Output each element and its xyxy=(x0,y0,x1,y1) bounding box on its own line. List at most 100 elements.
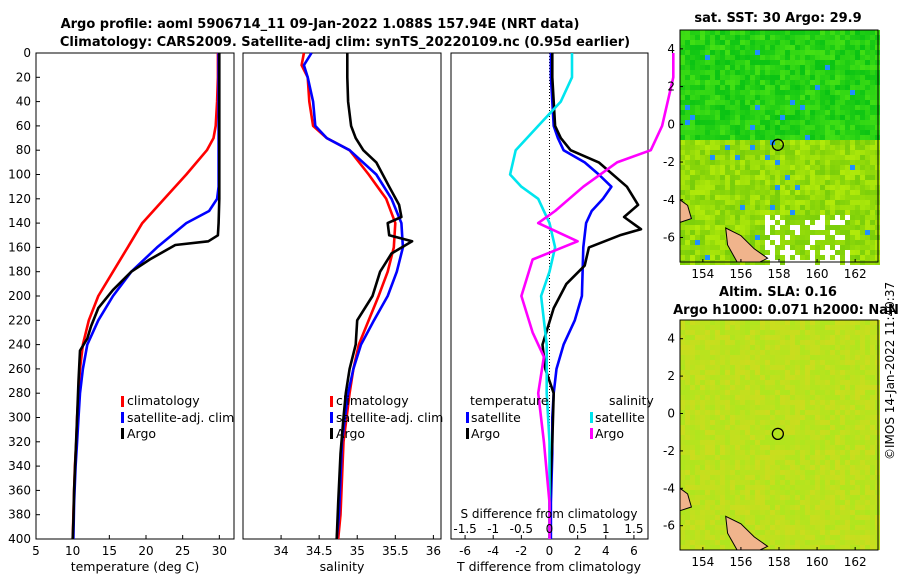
heatmap-cell xyxy=(725,485,730,490)
heatmap-cell xyxy=(760,225,765,230)
heatmap-cell xyxy=(845,250,850,255)
heatmap-cell xyxy=(745,210,750,215)
heatmap-cell xyxy=(715,110,720,115)
heatmap-cell xyxy=(700,540,705,545)
heatmap-cell xyxy=(870,165,875,170)
heatmap-cell xyxy=(725,490,730,495)
heatmap-cell xyxy=(865,140,870,145)
heatmap-cell xyxy=(780,90,785,95)
heatmap-cell xyxy=(725,105,730,110)
heatmap-cell xyxy=(865,215,870,220)
heatmap-cell xyxy=(770,390,775,395)
heatmap-cell xyxy=(735,505,740,510)
heatmap-cell xyxy=(705,320,710,325)
heatmap-cell xyxy=(780,430,785,435)
heatmap-cell xyxy=(700,395,705,400)
heatmap-cell xyxy=(690,165,695,170)
heatmap-cell xyxy=(825,370,830,375)
heatmap-cell xyxy=(720,335,725,340)
heatmap-cell xyxy=(760,480,765,485)
heatmap-cell xyxy=(710,235,715,240)
heatmap-cell xyxy=(790,220,795,225)
heatmap-cell xyxy=(840,450,845,455)
heatmap-cell xyxy=(775,485,780,490)
heatmap-cell xyxy=(700,465,705,470)
heatmap-cell xyxy=(750,185,755,190)
heatmap-cell xyxy=(680,90,685,95)
heatmap-cell xyxy=(750,130,755,135)
heatmap-cell xyxy=(730,395,735,400)
heatmap-cell xyxy=(700,140,705,145)
heatmap-cell xyxy=(705,65,710,70)
heatmap-cell xyxy=(870,195,875,200)
heatmap-cell xyxy=(855,160,860,165)
heatmap-cell xyxy=(855,415,860,420)
heatmap-cell xyxy=(800,80,805,85)
heatmap-cell xyxy=(795,135,800,140)
heatmap-cell xyxy=(755,350,760,355)
heatmap-cell xyxy=(700,455,705,460)
heatmap-cell xyxy=(855,85,860,90)
heatmap-cell xyxy=(720,110,725,115)
heatmap-cell xyxy=(815,30,820,35)
heatmap-cell xyxy=(735,350,740,355)
heatmap-cell xyxy=(845,535,850,540)
heatmap-cell xyxy=(820,520,825,525)
heatmap-cell xyxy=(780,60,785,65)
heatmap-cell xyxy=(750,390,755,395)
heatmap-cell xyxy=(755,55,760,60)
heatmap-cell xyxy=(685,380,690,385)
heatmap-cell xyxy=(760,475,765,480)
heatmap-cell xyxy=(810,150,815,155)
heatmap-cell xyxy=(790,525,795,530)
y-tick-label: 320 xyxy=(8,435,31,449)
heatmap-cell xyxy=(725,435,730,440)
heatmap-cell xyxy=(685,140,690,145)
heatmap-cell xyxy=(870,465,875,470)
heatmap-cell xyxy=(730,85,735,90)
heatmap-cell xyxy=(830,155,835,160)
heatmap-cell xyxy=(825,535,830,540)
heatmap-cell xyxy=(870,415,875,420)
heatmap-cell xyxy=(745,190,750,195)
heatmap-cell xyxy=(750,475,755,480)
heatmap-cell xyxy=(790,255,795,260)
heatmap-cell xyxy=(680,395,685,400)
heatmap-cell xyxy=(710,370,715,375)
x-tick-label: 10 xyxy=(65,544,80,558)
heatmap-cell xyxy=(805,450,810,455)
heatmap-cell xyxy=(850,320,855,325)
heatmap-cell xyxy=(810,155,815,160)
heatmap-cell xyxy=(750,125,755,130)
heatmap-cell xyxy=(805,415,810,420)
heatmap-cell xyxy=(705,235,710,240)
heatmap-cell xyxy=(835,450,840,455)
s-tick-label: -1 xyxy=(487,522,499,536)
heatmap-cell xyxy=(690,425,695,430)
heatmap-cell xyxy=(835,120,840,125)
heatmap-cell xyxy=(850,220,855,225)
heatmap-cell xyxy=(870,340,875,345)
heatmap-cell xyxy=(780,55,785,60)
heatmap-cell xyxy=(700,525,705,530)
heatmap-cell xyxy=(865,510,870,515)
heatmap-cell xyxy=(865,345,870,350)
heatmap-cell xyxy=(840,225,845,230)
heatmap-cell xyxy=(720,425,725,430)
heatmap-cell xyxy=(805,175,810,180)
heatmap-cell xyxy=(765,340,770,345)
heatmap-cell xyxy=(830,150,835,155)
heatmap-cell xyxy=(725,505,730,510)
heatmap-cell xyxy=(860,400,865,405)
heatmap-cell xyxy=(835,380,840,385)
heatmap-cell xyxy=(710,210,715,215)
heatmap-cell xyxy=(755,485,760,490)
heatmap-cell xyxy=(830,135,835,140)
heatmap-cell xyxy=(805,105,810,110)
heatmap-cell xyxy=(785,460,790,465)
heatmap-cell xyxy=(775,405,780,410)
heatmap-cell xyxy=(700,55,705,60)
heatmap-cell xyxy=(860,500,865,505)
heatmap-cell xyxy=(865,130,870,135)
map-y-tick-label: 2 xyxy=(667,80,675,94)
